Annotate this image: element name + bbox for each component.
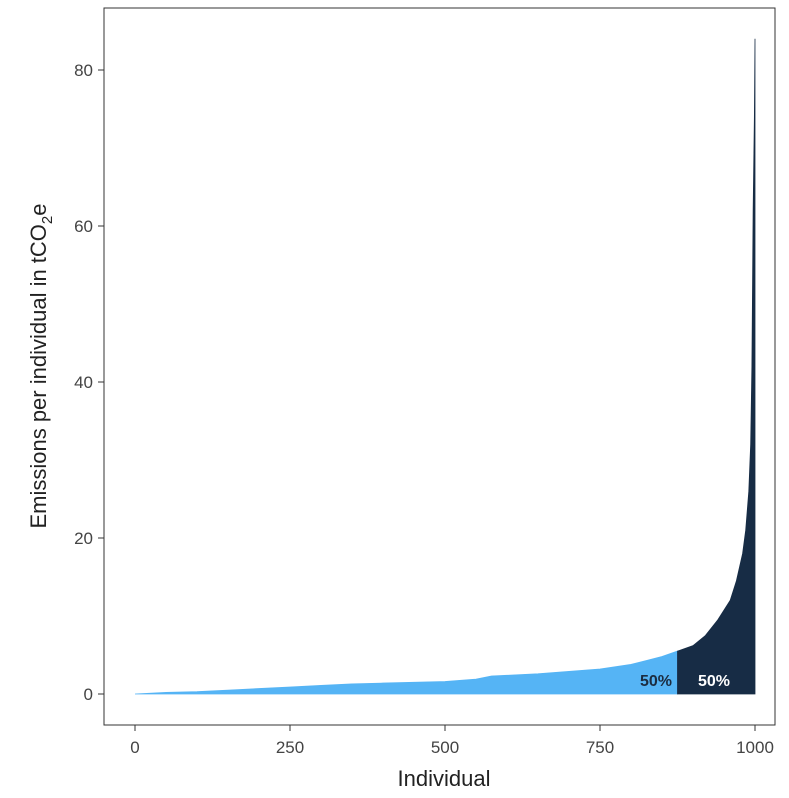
y-tick-label: 20	[74, 529, 93, 548]
x-tick-label: 0	[130, 738, 139, 757]
y-tick-label: 40	[74, 373, 93, 392]
x-tick-label: 250	[276, 738, 304, 757]
y-axis-ticks: 0 20 40 60 80	[74, 61, 104, 704]
x-axis-label: Individual	[398, 766, 491, 791]
series-label-upper: 50%	[698, 673, 730, 690]
y-tick-label: 0	[84, 685, 93, 704]
y-tick-label: 80	[74, 61, 93, 80]
y-axis-label: Emissions per individual in tCO2e	[26, 203, 56, 528]
x-tick-label: 750	[586, 738, 614, 757]
x-tick-label: 1000	[736, 738, 774, 757]
x-tick-label: 500	[431, 738, 459, 757]
y-axis-label-subscript: 2	[39, 216, 56, 224]
area-series-upper	[677, 38, 756, 695]
plot-panel-border	[103, 7, 776, 726]
y-axis-label-suffix: e	[26, 203, 51, 215]
x-axis-ticks: 0 250 500 750 1000	[130, 725, 774, 757]
y-axis-label-main: Emissions per individual in tCO	[26, 224, 51, 528]
area-series-group	[134, 38, 756, 695]
series-label-lower: 50%	[640, 673, 672, 690]
area-series-lower	[134, 650, 678, 695]
y-tick-label: 60	[74, 217, 93, 236]
